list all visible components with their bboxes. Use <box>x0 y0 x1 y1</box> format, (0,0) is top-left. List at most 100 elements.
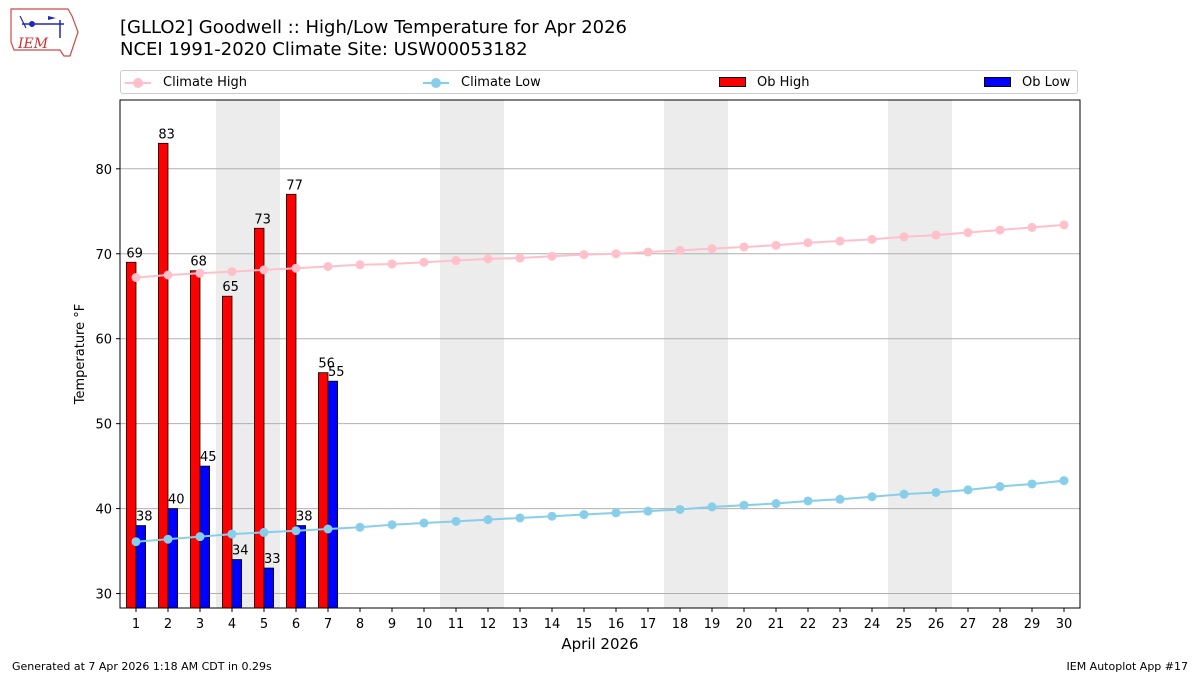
x-tick-label-16: 16 <box>608 617 625 632</box>
x-tick-label-19: 19 <box>704 617 721 632</box>
climate-low-point-23 <box>835 494 845 504</box>
y-tick-label-70: 70 <box>95 248 112 263</box>
climate-low-point-12 <box>483 515 493 525</box>
x-tick-label-6: 6 <box>292 617 300 632</box>
ob-high-label-3: 68 <box>190 255 207 270</box>
climate-high-point-21 <box>771 240 781 250</box>
ob-high-swatch-icon <box>719 77 746 87</box>
app-credit: IEM Autoplot App #17 <box>1066 660 1189 673</box>
legend-label-ob-high: Ob High <box>757 75 810 90</box>
climate-low-point-25 <box>899 489 909 499</box>
climate-low-point-10 <box>419 518 429 528</box>
ob-high-bar-7 <box>317 372 329 609</box>
y-tick-label-30: 30 <box>95 588 112 603</box>
climate-high-point-17 <box>643 247 653 257</box>
x-tick-label-1: 1 <box>132 617 140 632</box>
ob-low-label-2: 40 <box>168 493 185 508</box>
climate-low-point-20 <box>739 500 749 510</box>
climate-high-point-8 <box>355 260 365 270</box>
x-tick-label-18: 18 <box>672 617 689 632</box>
climate-high-point-2 <box>163 270 173 280</box>
x-tick-label-3: 3 <box>196 617 204 632</box>
climate-low-point-22 <box>803 496 813 506</box>
ob-low-label-1: 38 <box>136 510 153 525</box>
climate-low-point-27 <box>963 485 973 495</box>
x-tick-label-25: 25 <box>896 617 913 632</box>
climate-low-point-6 <box>291 526 301 536</box>
x-tick-label-12: 12 <box>480 617 497 632</box>
x-tick-label-7: 7 <box>324 617 332 632</box>
climate-low-point-14 <box>547 511 557 521</box>
legend-label-climate-low: Climate Low <box>461 75 541 90</box>
climate-low-point-11 <box>451 516 461 526</box>
climate-low-point-7 <box>323 524 333 534</box>
climate-low-point-17 <box>643 506 653 516</box>
climate-low-point-4 <box>227 529 237 539</box>
chart-title: [GLLO2] Goodwell :: High/Low Temperature… <box>120 17 628 38</box>
ob-high-bar-5 <box>253 227 265 609</box>
climate-high-point-12 <box>483 254 493 264</box>
y-tick-label-50: 50 <box>95 418 112 433</box>
x-tick-label-23: 23 <box>832 617 849 632</box>
climate-high-line <box>135 223 1065 279</box>
climate-high-point-20 <box>739 242 749 252</box>
climate-low-point-9 <box>387 520 397 530</box>
y-tick-label-60: 60 <box>95 333 112 348</box>
legend: Climate High Climate Low Ob High Ob Low <box>120 70 1078 94</box>
climate-low-marker-icon <box>431 78 441 88</box>
x-tick-label-21: 21 <box>768 617 785 632</box>
ob-high-label-6: 77 <box>286 178 303 193</box>
iem-logo: IEM <box>8 6 80 60</box>
climate-low-point-2 <box>163 534 173 544</box>
y-axis-label: Temperature °F <box>73 304 88 405</box>
climate-high-point-9 <box>387 259 397 269</box>
climate-low-point-29 <box>1027 479 1037 489</box>
x-tick-label-28: 28 <box>992 617 1009 632</box>
climate-low-point-26 <box>931 487 941 497</box>
ob-low-label-6: 38 <box>296 510 313 525</box>
ob-low-bar-4 <box>231 559 243 609</box>
ob-low-bar-2 <box>167 508 179 609</box>
climate-high-point-14 <box>547 251 557 261</box>
ob-high-bar-6 <box>285 193 297 609</box>
x-tick-label-14: 14 <box>544 617 561 632</box>
climate-high-point-18 <box>675 245 685 255</box>
climate-high-point-27 <box>963 228 973 238</box>
ob-low-label-7: 55 <box>328 365 345 380</box>
climate-high-point-6 <box>291 263 301 273</box>
climate-high-point-22 <box>803 238 813 248</box>
climate-high-point-25 <box>899 232 909 242</box>
chart-subtitle: NCEI 1991-2020 Climate Site: USW00053182 <box>120 39 528 60</box>
climate-high-marker-icon <box>133 78 143 88</box>
ob-high-label-2: 83 <box>158 127 175 142</box>
climate-low-point-3 <box>195 532 205 542</box>
ob-high-label-1: 69 <box>126 246 143 261</box>
x-tick-label-2: 2 <box>164 617 172 632</box>
climate-low-point-16 <box>611 508 621 518</box>
ob-high-label-4: 65 <box>222 280 239 295</box>
ob-high-bar-3 <box>189 270 201 609</box>
weekend-shade-3 <box>664 100 728 608</box>
climate-low-point-1 <box>131 537 141 547</box>
ob-low-bar-7 <box>327 380 339 609</box>
ob-high-bar-1 <box>126 261 137 609</box>
x-tick-label-17: 17 <box>640 617 657 632</box>
climate-high-point-26 <box>931 230 941 240</box>
ob-low-label-5: 33 <box>264 552 281 567</box>
climate-low-point-24 <box>867 492 877 502</box>
ob-high-label-7: 56 <box>318 357 335 372</box>
climate-low-point-28 <box>995 482 1005 492</box>
legend-label-ob-low: Ob Low <box>1022 75 1071 90</box>
climate-high-point-15 <box>579 250 589 260</box>
x-tick-label-10: 10 <box>416 617 433 632</box>
x-tick-label-30: 30 <box>1056 617 1073 632</box>
x-tick-label-11: 11 <box>448 617 465 632</box>
x-tick-label-26: 26 <box>928 617 945 632</box>
logo-text: IEM <box>17 36 49 52</box>
x-tick-label-27: 27 <box>960 617 977 632</box>
climate-low-point-30 <box>1059 476 1069 486</box>
x-tick-label-20: 20 <box>736 617 753 632</box>
climate-high-point-24 <box>867 234 877 244</box>
x-tick-label-5: 5 <box>260 617 268 632</box>
